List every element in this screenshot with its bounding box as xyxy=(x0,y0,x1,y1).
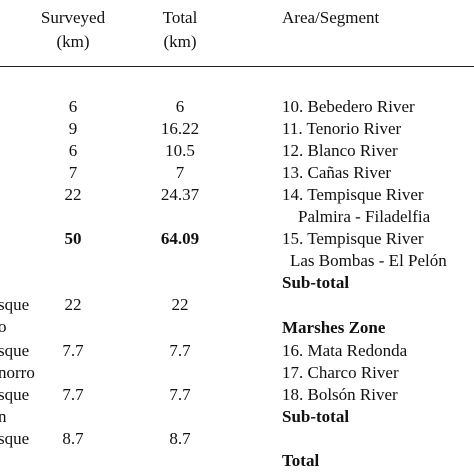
subtotal-label: Sub-total xyxy=(282,273,350,292)
segment-label: 15. Tempisque River xyxy=(282,229,424,248)
surveyed-cell: 7 xyxy=(68,163,78,182)
surveyed-cell: 6 xyxy=(68,97,78,116)
segment-label: 13. Cañas River xyxy=(282,163,392,182)
segment-sublabel: Palmira - Filadelfia xyxy=(298,207,431,226)
total-cell: 7.7 xyxy=(169,341,191,360)
header-surveyed-unit: (km) xyxy=(56,32,90,51)
segment-label: 18. Bolsón River xyxy=(282,385,398,404)
total-cell: 6 xyxy=(175,97,185,116)
total-cell: 7.7 xyxy=(169,385,191,404)
surveyed-cell: 7.7 xyxy=(62,341,84,360)
left-fragment-4: norro xyxy=(0,363,35,382)
segment-label: 14. Tempisque River xyxy=(282,185,424,204)
total-cell: 10.5 xyxy=(165,141,195,160)
header-surveyed: Surveyed xyxy=(40,8,106,27)
surveyed-subtotal-cell: 50 xyxy=(64,229,82,248)
surveyed-cell: 7.7 xyxy=(62,385,84,404)
header-total-unit: (km) xyxy=(163,32,197,51)
segment-label: 16. Mata Redonda xyxy=(282,341,408,360)
segment-sublabel: Las Bombas - El Pelón xyxy=(290,251,447,270)
segment-label: 17. Charco River xyxy=(282,363,399,382)
surveyed-cell: 9 xyxy=(68,119,78,138)
subtotal-label: Sub-total xyxy=(282,407,350,426)
surveyed-cell: 22 xyxy=(64,295,82,314)
total-cell: 22 xyxy=(171,295,189,314)
header-total: Total xyxy=(162,8,198,27)
surveyed-cell: 6 xyxy=(68,141,78,160)
left-fragment-2: o xyxy=(0,317,7,336)
total-cell: 16.22 xyxy=(160,119,200,138)
header-rule xyxy=(0,66,474,67)
left-fragment-6: n xyxy=(0,407,7,426)
surveyed-cell: 8.7 xyxy=(62,429,84,448)
segment-label: 11. Tenorio River xyxy=(282,119,402,138)
segment-label: 12. Blanco River xyxy=(282,141,398,160)
total-label: Total xyxy=(282,451,320,470)
left-fragment-7: sque xyxy=(0,429,30,448)
total-cell: 24.37 xyxy=(160,185,200,204)
total-subtotal-cell: 64.09 xyxy=(160,229,200,248)
left-fragment-3: sque xyxy=(0,341,30,360)
segment-label: 10. Bebedero River xyxy=(282,97,415,116)
total-cell: 7 xyxy=(175,163,185,182)
left-fragment-5: sque xyxy=(0,385,30,404)
header-area-segment: Area/Segment xyxy=(282,8,380,27)
left-fragment-1: sque xyxy=(0,295,30,314)
surveyed-cell: 22 xyxy=(64,185,82,204)
section-heading-marshes: Marshes Zone xyxy=(282,318,386,337)
total-cell: 8.7 xyxy=(169,429,191,448)
